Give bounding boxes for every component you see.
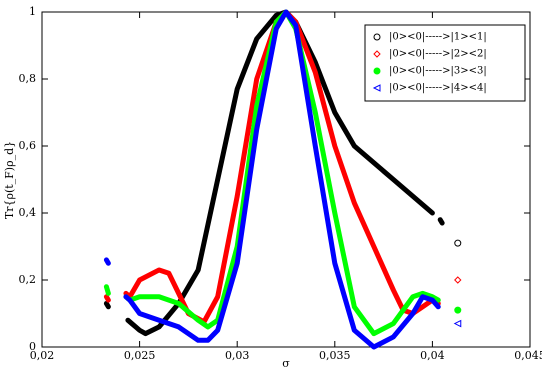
x-tick-label: 0,025 xyxy=(124,349,156,362)
legend-box xyxy=(364,24,526,102)
y-tick-label: 1 xyxy=(29,5,36,18)
legend-marker xyxy=(373,50,381,58)
y-tick-label: 0,4 xyxy=(19,206,37,219)
legend-marker xyxy=(373,33,381,41)
x-tick-label: 0,045 xyxy=(514,349,542,362)
point xyxy=(454,306,462,314)
x-tick-label: 0,03 xyxy=(225,349,250,362)
legend-label: |0><0|----->|3><3| xyxy=(389,66,487,77)
y-tick-label: 0 xyxy=(29,340,36,353)
x-tick-label: 0,02 xyxy=(30,349,55,362)
y-tick-label: 0,8 xyxy=(19,72,37,85)
y-tick-label: 0,2 xyxy=(19,273,37,286)
legend-label: |0><0|----->|1><1| xyxy=(389,32,487,43)
y-axis-label: Tr{ρ(t_F)ρ_d} xyxy=(3,141,16,219)
legend-marker xyxy=(372,84,381,92)
legend-label: |0><0|----->|2><2| xyxy=(389,49,487,60)
x-tick-label: 0,035 xyxy=(319,349,351,362)
point xyxy=(454,239,462,247)
point xyxy=(454,276,462,284)
x-axis-label: σ xyxy=(282,357,290,370)
point xyxy=(453,319,462,328)
y-tick-label: 0,6 xyxy=(19,139,37,152)
x-tick-label: 0,04 xyxy=(420,349,445,362)
legend-marker xyxy=(373,67,381,75)
legend-label: |0><0|----->|4><4| xyxy=(389,83,487,94)
